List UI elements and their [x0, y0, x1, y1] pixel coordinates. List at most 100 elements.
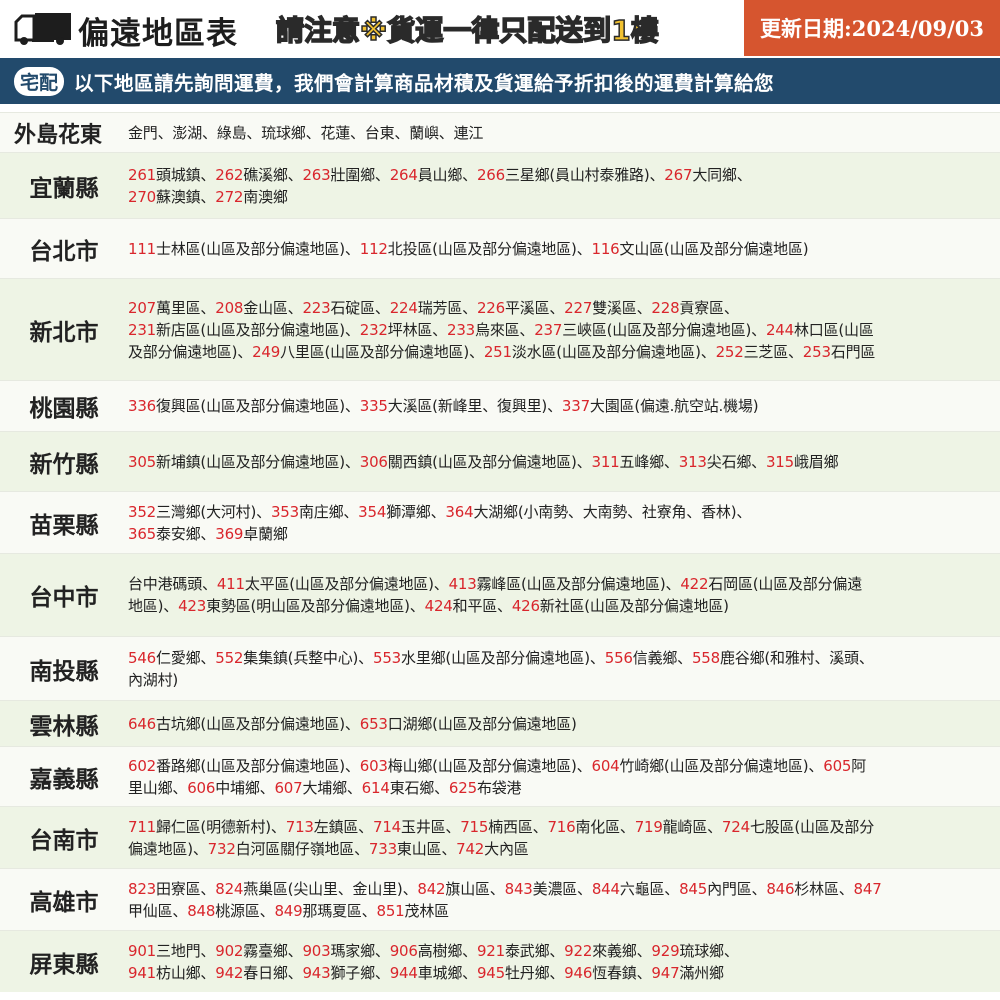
area-line: 111士林區(山區及部分偏遠地區)、112北投區(山區及部分偏遠地區)、116文…	[128, 238, 809, 260]
postal-code: 266	[476, 165, 505, 184]
region-name: 苗栗縣	[29, 512, 99, 539]
table-row: 台南市 711歸仁區(明德新村)、713左鎮區、714玉井區、715楠西區、716…	[0, 806, 1000, 868]
area-name: 坪林區、	[387, 320, 447, 339]
area-name: 三灣鄉(大河村)、	[156, 502, 271, 521]
postal-code: 336	[128, 397, 157, 415]
area-line: 里山鄉、606中埔鄉、607大埔鄉、614東石鄉、625布袋港	[128, 777, 866, 799]
postal-code: 906	[389, 941, 418, 960]
postal-code: 847	[853, 879, 882, 898]
postal-code: 941	[128, 963, 157, 982]
area-name: 泰安鄉、	[156, 524, 216, 543]
area-name: 萬里區、	[156, 298, 216, 317]
postal-code: 901	[128, 941, 157, 960]
postal-code: 903	[302, 941, 331, 960]
postal-code: 228	[651, 298, 680, 317]
area-name: 獅子鄉、	[330, 963, 390, 982]
postal-code: 264	[389, 165, 418, 184]
postal-code: 823	[128, 879, 157, 898]
postal-code: 944	[389, 963, 418, 982]
postal-code: 353	[270, 502, 299, 521]
postal-code: 553	[372, 648, 402, 667]
area-name: 北投區(山區及部分偏遠地區)、	[387, 239, 592, 258]
area-list: 207萬里區、208金山區、223石碇區、224瑞芳區、226平溪區、227雙溪…	[128, 297, 875, 363]
postal-code: 251	[483, 342, 512, 361]
area-name: 來義鄉、	[592, 941, 652, 960]
postal-code: 208	[215, 298, 244, 317]
area-name: 偏遠地區)、	[128, 839, 208, 858]
area-name: 卓蘭鄉	[243, 524, 288, 543]
area-name: 杉林區、	[794, 879, 854, 898]
region-name: 外島花東	[14, 122, 103, 148]
area-line: 231新店區(山區及部分偏遠地區)、232坪林區、233烏來區、237三峽區(山…	[128, 319, 875, 341]
area-line: 823田寮區、824燕巢區(尖山里、金山里)、842旗山區、843美濃區、844…	[128, 878, 882, 900]
area-line: 地區)、423東勢區(明山區及部分偏遠地區)、424和平區、426新社區(山區及…	[128, 595, 862, 617]
area-line: 336復興區(山區及部分偏遠地區)、335大溪區(新峰里、復興里)、337大園區…	[128, 395, 759, 417]
postal-code: 111	[128, 239, 157, 258]
region-name: 高雄市	[29, 889, 99, 916]
area-name: 林口區(山區	[794, 320, 874, 339]
area-name: 烏來區、	[475, 320, 535, 339]
area-name: 車城鄉、	[417, 963, 477, 982]
area-name: 恆春鎮、	[592, 963, 652, 982]
postal-code: 306	[359, 452, 388, 471]
area-name: 三峽區(山區及部分偏遠地區)、	[562, 320, 766, 339]
area-name: 大溪區(新峰里、復興里)、	[387, 397, 562, 415]
area-list: 646古坑鄉(山區及部分偏遠地區)、653口湖鄉(山區及部分偏遠地區)	[128, 713, 577, 735]
postal-code: 943	[302, 963, 331, 982]
area-name: 甲仙區、	[128, 901, 188, 920]
region-name: 宜蘭縣	[29, 175, 99, 202]
area-name: 關西鎮(山區及部分偏遠地區)、	[387, 452, 592, 471]
area-line: 金門、澎湖、綠島、琉球鄉、花蓮、台東、蘭嶼、連江	[128, 122, 483, 144]
remote-area-table: 外島花東 金門、澎湖、綠島、琉球鄉、花蓮、台東、蘭嶼、連江宜蘭縣 261頭城鎮、26…	[0, 112, 1000, 992]
area-line: 546仁愛鄉、552集集鎮(兵整中心)、553水里鄉(山區及部分偏遠地區)、55…	[128, 647, 874, 669]
postal-code: 711	[128, 817, 157, 836]
postal-code: 733	[368, 839, 397, 858]
area-name: 東山區、	[396, 839, 457, 858]
postal-code: 244	[765, 320, 794, 339]
postal-code: 305	[128, 452, 157, 471]
postal-code: 116	[591, 239, 620, 258]
postal-code: 846	[766, 879, 795, 898]
page-title: 偏遠地區表	[78, 16, 238, 52]
postal-code: 313	[678, 452, 707, 471]
region-name: 新北市	[29, 319, 99, 346]
area-name: 獅潭鄉、	[386, 502, 446, 521]
area-name: 古坑鄉(山區及部分偏遠地區)、	[156, 714, 360, 733]
area-name: 雙溪區、	[592, 298, 652, 317]
area-name: 南澳鄉	[243, 187, 288, 206]
area-name: 水里鄉(山區及部分偏遠地區)、	[401, 648, 605, 667]
area-name: 地區)、	[128, 597, 179, 615]
area-name: 八里區(山區及部分偏遠地區)、	[280, 342, 484, 361]
area-name: 左鎮區、	[313, 817, 373, 836]
postal-code: 315	[765, 452, 794, 471]
area-name: 春日鄉、	[243, 963, 303, 982]
area-name: 牡丹鄉、	[504, 963, 565, 982]
area-name: 新社區(山區及部分偏遠地區)	[539, 597, 729, 615]
postal-code: 311	[591, 452, 620, 471]
postal-code: 843	[504, 879, 533, 898]
postal-code: 719	[634, 817, 663, 836]
postal-code: 602	[128, 756, 157, 775]
table-row: 桃園縣 336復興區(山區及部分偏遠地區)、335大溪區(新峰里、復興里)、337…	[0, 380, 1000, 431]
postal-code: 922	[564, 941, 593, 960]
area-name: 蘇澳鎮、	[156, 187, 216, 206]
postal-code: 646	[128, 714, 157, 733]
area-name: 新埔鎮(山區及部分偏遠地區)、	[156, 452, 360, 471]
area-line: 602番路鄉(山區及部分偏遠地區)、603梅山鄉(山區及部分偏遠地區)、604竹…	[128, 755, 866, 777]
area-name: 台中港碼頭、	[128, 575, 217, 593]
header: 偏遠地區表 請注意※貨運一律只配送到1樓 更新日期:2024/09/03	[0, 0, 1000, 56]
postal-code: 653	[359, 714, 388, 733]
postal-code: 946	[564, 963, 593, 982]
area-line: 261頭城鎮、262礁溪鄉、263壯圍鄉、264員山鄉、266三星鄉(員山村泰雅…	[128, 164, 752, 186]
postal-code: 558	[691, 648, 720, 667]
area-name: 楠西區、	[488, 817, 548, 836]
area-name: 大埔鄉、	[302, 778, 362, 797]
postal-code: 423	[178, 597, 207, 615]
postal-code: 942	[215, 963, 244, 982]
area-name: 滿州鄉	[679, 963, 724, 982]
table-row: 苗栗縣 352三灣鄉(大河村)、353南庄鄉、354獅潭鄉、364大湖鄉(小南勢、…	[0, 491, 1000, 553]
area-list: 546仁愛鄉、552集集鎮(兵整中心)、553水里鄉(山區及部分偏遠地區)、55…	[128, 647, 874, 691]
area-name: 六龜區、	[619, 879, 680, 898]
area-name: 石岡區(山區及部分偏遠	[708, 575, 862, 593]
area-name: 峨眉鄉	[794, 452, 839, 471]
